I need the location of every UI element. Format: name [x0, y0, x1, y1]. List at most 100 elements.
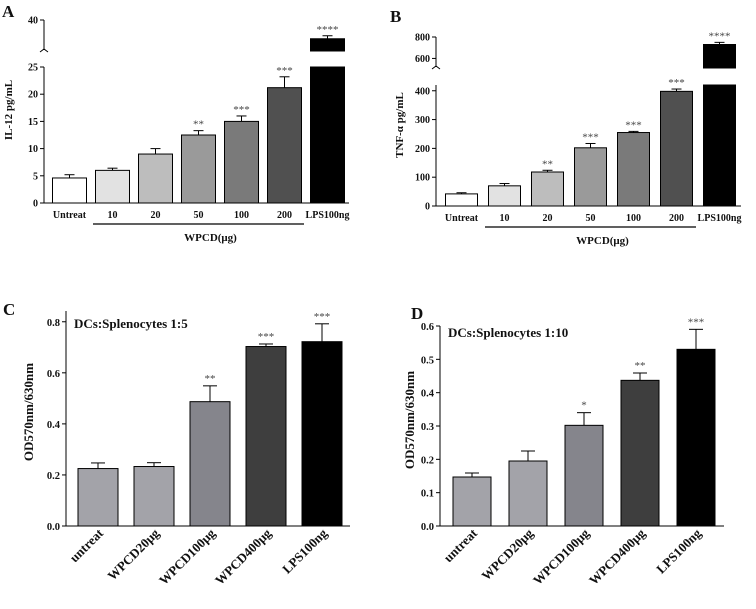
group-label-B: WPCD(μg): [576, 235, 629, 247]
bar-D-3: [620, 379, 660, 527]
bar-upper-B-6: [703, 44, 736, 69]
panel-title-C: DCs:Splenocytes 1:5: [74, 316, 188, 331]
y-tick-label-D-4: 0.4: [421, 389, 435, 400]
bar-B-3: [574, 147, 607, 207]
x-tick-label-D-0: untreat: [441, 525, 481, 565]
x-tick-label-A-1: 10: [108, 210, 118, 221]
significance-C-2: **: [205, 373, 216, 385]
x-tick-label-C-2: WPCD100μg: [156, 525, 219, 588]
y-tick-label-A-1: 5: [33, 171, 38, 182]
bar-A-6: [310, 66, 345, 204]
bar-B-5: [660, 90, 693, 207]
x-tick-label-A-6: LPS100ng: [306, 210, 350, 221]
x-tick-label-D-4: LPS100ng: [653, 525, 704, 576]
y-tick-label-D-5: 0.5: [421, 355, 434, 366]
y-tick-label-D-6: 0.6: [421, 322, 434, 333]
significance-A-6: ****: [317, 24, 339, 36]
significance-D-3: **: [635, 360, 646, 372]
bar-C-3: [245, 346, 287, 527]
bar-A-1: [95, 169, 130, 204]
x-tick-label-B-6: LPS100ng: [698, 213, 742, 224]
x-tick-label-C-1: WPCD20μg: [104, 525, 162, 583]
y-tick-label-D-2: 0.2: [421, 455, 434, 466]
y-tick-label-B-5: 600: [415, 54, 430, 65]
y-tick-label-A-4: 20: [28, 90, 38, 101]
panel-letter-C: C: [3, 300, 15, 319]
group-label-A: WPCD(μg): [184, 232, 237, 244]
y-axis-label-C: OD570nm/630nm: [21, 363, 36, 461]
y-tick-label-B-6: 800: [415, 33, 430, 44]
x-tick-label-D-3: WPCD400μg: [586, 525, 649, 588]
x-tick-label-D-2: WPCD100μg: [530, 525, 593, 588]
bar-C-0: [77, 468, 119, 527]
y-axis-label-B: TNF-α pg/mL: [394, 92, 406, 158]
x-tick-label-C-0: untreat: [67, 525, 107, 565]
bar-D-2: [564, 424, 604, 527]
y-tick-label-A-6: 40: [28, 16, 38, 27]
x-tick-label-A-2: 20: [151, 210, 161, 221]
significance-B-3: ***: [582, 131, 599, 143]
bar-B-2: [531, 171, 564, 207]
y-tick-label-D-1: 0.1: [421, 489, 434, 500]
bar-D-4: [676, 348, 716, 527]
y-tick-label-B-3: 300: [415, 115, 430, 126]
x-tick-label-A-5: 200: [277, 210, 292, 221]
panel-letter-D: D: [411, 304, 423, 323]
x-tick-label-D-1: WPCD20μg: [478, 525, 536, 583]
y-tick-label-C-1: 0.2: [47, 471, 60, 482]
y-tick-label-C-2: 0.4: [47, 420, 61, 431]
significance-D-2: *: [581, 400, 587, 412]
significance-B-6: ****: [709, 30, 731, 42]
x-tick-label-B-3: 50: [586, 213, 596, 224]
significance-A-5: ***: [276, 65, 293, 77]
x-tick-label-A-4: 100: [234, 210, 249, 221]
axis-break-mark-B: [431, 65, 441, 70]
bar-B-4: [617, 132, 650, 207]
significance-A-3: **: [193, 119, 204, 131]
y-tick-label-B-0: 0: [425, 202, 430, 213]
bar-upper-A-6: [310, 38, 345, 52]
significance-A-4: ***: [233, 104, 250, 116]
bar-C-4: [301, 341, 343, 527]
y-axis-label-A: IL-12 pg/mL: [3, 80, 15, 140]
significance-C-3: ***: [258, 331, 275, 343]
significance-B-2: **: [542, 158, 553, 170]
y-tick-label-D-3: 0.3: [421, 422, 434, 433]
significance-B-5: ***: [668, 77, 685, 89]
bar-A-0: [52, 177, 87, 204]
y-tick-label-A-2: 10: [28, 144, 38, 155]
bar-D-1: [508, 460, 548, 527]
bar-A-3: [181, 134, 216, 204]
y-tick-label-C-4: 0.8: [47, 318, 60, 329]
panel-letter-B: B: [390, 7, 401, 26]
y-tick-label-C-3: 0.6: [47, 369, 60, 380]
x-tick-label-C-3: WPCD400μg: [212, 525, 275, 588]
panel-title-D: DCs:Splenocytes 1:10: [448, 325, 568, 340]
x-tick-label-B-2: 20: [543, 213, 553, 224]
x-tick-label-B-0: Untreat: [445, 213, 479, 224]
bar-A-5: [267, 87, 302, 204]
bar-B-6: [703, 84, 736, 207]
y-tick-label-B-1: 100: [415, 173, 430, 184]
bar-C-1: [133, 466, 175, 527]
y-tick-label-A-3: 15: [28, 117, 38, 128]
significance-D-4: ***: [688, 316, 705, 328]
x-tick-label-A-3: 50: [194, 210, 204, 221]
significance-B-4: ***: [625, 119, 642, 131]
axis-break-mark-A: [39, 48, 49, 53]
y-tick-label-D-0: 0.0: [421, 522, 434, 533]
y-tick-label-C-0: 0.0: [47, 522, 60, 533]
x-tick-label-B-5: 200: [669, 213, 684, 224]
y-tick-label-B-2: 200: [415, 144, 430, 155]
bar-D-0: [452, 476, 492, 527]
bar-C-2: [189, 401, 231, 527]
y-tick-label-A-5: 25: [28, 63, 38, 74]
y-tick-label-A-0: 0: [33, 199, 38, 210]
x-tick-label-A-0: Untreat: [53, 210, 87, 221]
bar-B-1: [488, 185, 521, 207]
bar-A-4: [224, 120, 259, 204]
bar-A-2: [138, 153, 173, 204]
panel-letter-A: A: [2, 2, 15, 21]
y-tick-label-B-4: 400: [415, 86, 430, 97]
